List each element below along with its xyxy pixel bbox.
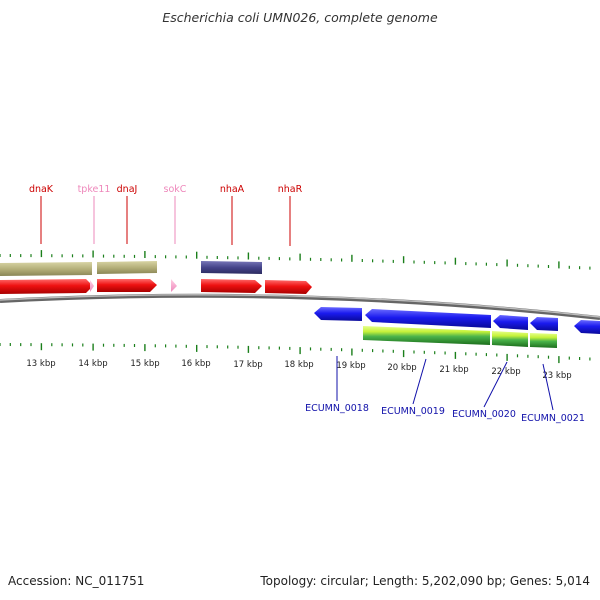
olive-feature-2[interactable] bbox=[97, 261, 157, 274]
scale-labels: 13 kbp 14 kbp 15 kbp 16 kbp 17 kbp 18 kb… bbox=[26, 359, 571, 381]
scale-label: 14 kbp bbox=[78, 359, 107, 369]
gene-arrow-dnaK[interactable] bbox=[0, 279, 93, 294]
green-feature-3[interactable] bbox=[530, 333, 557, 348]
gene-label-ECUMN_0018[interactable]: ECUMN_0018 bbox=[305, 356, 369, 414]
top-gene-labels: dnaK tpke11 dnaJ sokC nhaA nhaR bbox=[29, 184, 303, 246]
gene-label-text: tpke11 bbox=[78, 184, 111, 195]
accession-text: Accession: NC_011751 bbox=[8, 574, 144, 588]
gene-arrow-partial[interactable] bbox=[574, 320, 600, 334]
gene-label-text: dnaK bbox=[29, 184, 54, 195]
feature-track-upper bbox=[0, 261, 262, 276]
gene-label-text: dnaJ bbox=[117, 184, 138, 195]
gene-arrow-ECUMN_0019[interactable] bbox=[365, 309, 491, 328]
upper-tick-ruler bbox=[0, 250, 591, 270]
backbone-highlight bbox=[0, 294, 600, 318]
gene-label-ECUMN_0020[interactable]: ECUMN_0020 bbox=[452, 361, 516, 420]
gene-arrow-ECUMN_0018[interactable] bbox=[314, 307, 362, 321]
gene-label-text: nhaR bbox=[278, 184, 303, 195]
gene-arrow-dnaJ[interactable] bbox=[97, 279, 157, 292]
scale-label: 17 kbp bbox=[233, 360, 262, 370]
olive-feature-1[interactable] bbox=[0, 262, 92, 276]
scale-label: 21 kbp bbox=[439, 365, 468, 375]
genome-backbone bbox=[0, 293, 600, 320]
gene-label-ECUMN_0021[interactable]: ECUMN_0021 bbox=[521, 363, 585, 424]
scale-label: 23 kbp bbox=[542, 371, 571, 381]
gene-arrow-tpke11[interactable] bbox=[90, 280, 94, 292]
navy-feature[interactable] bbox=[201, 261, 262, 274]
green-feature-2[interactable] bbox=[492, 331, 528, 347]
scale-label: 13 kbp bbox=[26, 359, 55, 369]
bottom-gene-labels: ECUMN_0018 ECUMN_0019 ECUMN_0020 ECUMN_0… bbox=[305, 356, 585, 424]
gene-arrow-sokC[interactable] bbox=[171, 279, 177, 292]
scale-label: 15 kbp bbox=[130, 359, 159, 369]
gene-label-nhaR[interactable]: nhaR bbox=[278, 184, 303, 246]
scale-label: 22 kbp bbox=[491, 367, 520, 377]
scale-label: 20 kbp bbox=[387, 363, 416, 373]
gene-arrow-ECUMN_0020[interactable] bbox=[493, 315, 528, 330]
gene-label-dnaJ[interactable]: dnaJ bbox=[117, 184, 138, 244]
gene-label-text: ECUMN_0020 bbox=[452, 409, 516, 420]
genome-summary-text: Topology: circular; Length: 5,202,090 bp… bbox=[259, 574, 590, 588]
gene-arrow-ECUMN_0021[interactable] bbox=[530, 317, 558, 331]
gene-label-tpke11[interactable]: tpke11 bbox=[78, 184, 111, 244]
gene-label-text: ECUMN_0018 bbox=[305, 403, 369, 414]
gene-label-sokC[interactable]: sokC bbox=[164, 184, 187, 244]
scale-label: 18 kbp bbox=[284, 360, 313, 370]
green-feature-1[interactable] bbox=[363, 326, 490, 345]
forward-strand-genes bbox=[0, 279, 312, 294]
gene-label-nhaA[interactable]: nhaA bbox=[220, 184, 245, 245]
gene-label-ECUMN_0019[interactable]: ECUMN_0019 bbox=[381, 358, 445, 417]
gene-label-text: ECUMN_0019 bbox=[381, 406, 445, 417]
reverse-strand-genes bbox=[314, 307, 600, 334]
gene-label-text: sokC bbox=[164, 184, 187, 195]
gene-label-text: nhaA bbox=[220, 184, 245, 195]
gene-label-text: ECUMN_0021 bbox=[521, 413, 585, 424]
feature-track-lower bbox=[363, 326, 557, 348]
scale-label: 16 kbp bbox=[181, 359, 210, 369]
gene-arrow-nhaR[interactable] bbox=[265, 280, 312, 294]
map-title: Escherichia coli UMN026, complete genome bbox=[162, 10, 438, 25]
gene-arrow-nhaA[interactable] bbox=[201, 279, 262, 293]
gene-label-dnaK[interactable]: dnaK bbox=[29, 184, 54, 244]
lower-tick-ruler bbox=[0, 343, 591, 364]
scale-label: 19 kbp bbox=[336, 361, 365, 371]
